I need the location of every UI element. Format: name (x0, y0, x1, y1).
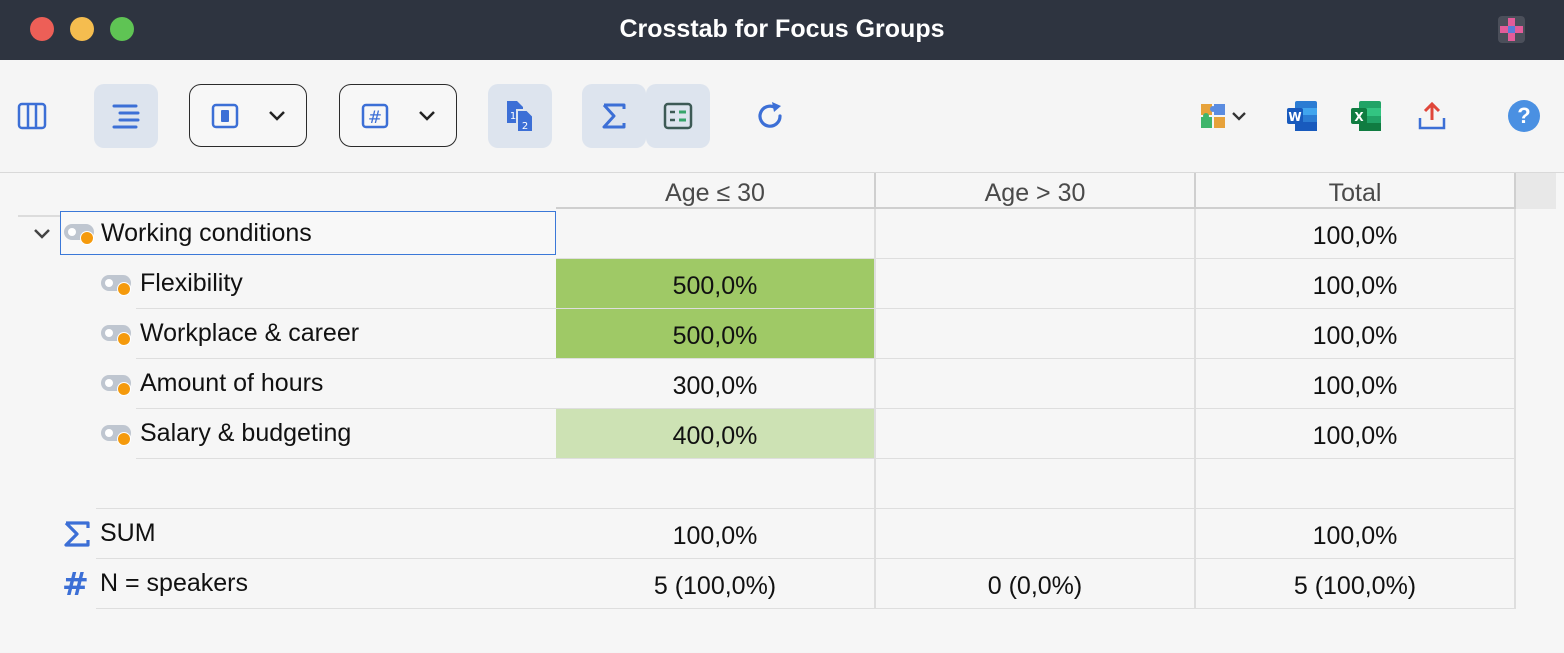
sidebar-icon (17, 102, 47, 130)
app-logo-icon (1498, 16, 1525, 43)
svg-text:2: 2 (522, 121, 528, 132)
minimize-window-button[interactable] (70, 17, 94, 41)
table-cell[interactable]: 0 (0,0%) (876, 559, 1196, 609)
sum-icon (64, 520, 90, 547)
table-cell[interactable] (876, 309, 1196, 359)
compact-view-button[interactable] (646, 84, 710, 148)
help-button[interactable]: ? (1506, 98, 1542, 134)
table-cell[interactable] (876, 509, 1196, 559)
excel-icon: X (1351, 101, 1381, 131)
puzzle-icon (1201, 104, 1225, 128)
row-label-text: Salary & budgeting (140, 419, 352, 447)
row-label-text: Workplace & career (140, 319, 360, 347)
code-icon (101, 424, 131, 446)
values-pane: Age ≤ 30 Age > 30 Total 100,0% 500,0% 100,… (556, 173, 1516, 653)
table-cell[interactable]: 400,0% (556, 409, 876, 459)
help-icon: ? (1508, 100, 1540, 132)
panel-icon (211, 103, 239, 128)
row-label-blank (96, 459, 556, 509)
row-label-text: Amount of hours (140, 369, 324, 397)
table-cell[interactable] (876, 259, 1196, 309)
table-cell[interactable] (876, 459, 1196, 509)
zoom-window-button[interactable] (110, 17, 134, 41)
tree-view-button[interactable] (94, 84, 158, 148)
refresh-button[interactable] (750, 96, 790, 136)
column-header[interactable]: Age ≤ 30 (556, 173, 876, 209)
svg-text:#: # (368, 108, 382, 128)
numbered-docs-icon: 1 2 (507, 101, 534, 133)
row-label-text: Flexibility (140, 269, 243, 297)
sidebar-toggle-button[interactable] (14, 96, 50, 136)
chevron-down-icon (1232, 112, 1246, 121)
row-label-child[interactable]: Salary & budgeting (101, 409, 556, 459)
table-cell[interactable]: 100,0% (1196, 359, 1516, 409)
hash-dropdown[interactable]: # (339, 84, 457, 147)
table-cell[interactable] (556, 209, 876, 259)
table-cell[interactable] (876, 359, 1196, 409)
row-label-text: Working conditions (101, 218, 312, 247)
table-cell[interactable]: 100,0% (1196, 309, 1516, 359)
row-label-child[interactable]: Workplace & career (101, 309, 556, 359)
title-bar: Crosstab for Focus Groups (0, 0, 1564, 60)
toolbar: # 1 2 (0, 60, 1564, 172)
sum-toggle-button[interactable] (582, 84, 646, 148)
code-icon (101, 324, 131, 346)
table-cell[interactable]: 100,0% (556, 509, 876, 559)
code-icon (101, 274, 131, 296)
tree-icon (112, 104, 140, 129)
window-title: Crosstab for Focus Groups (619, 15, 945, 43)
sum-icon (602, 103, 626, 129)
puzzle-dropdown[interactable] (1196, 98, 1250, 134)
hash-box-icon: # (361, 103, 389, 128)
table-cell[interactable]: 500,0% (556, 259, 876, 309)
word-icon: W (1287, 101, 1317, 131)
table-cell[interactable]: 500,0% (556, 309, 876, 359)
row-label-text: SUM (100, 519, 156, 547)
table-cell[interactable] (876, 409, 1196, 459)
chevron-down-icon[interactable] (32, 227, 52, 241)
svg-text:W: W (1288, 110, 1301, 124)
close-window-button[interactable] (30, 17, 54, 41)
row-label-parent[interactable]: Working conditions (60, 211, 556, 255)
row-label-text: N = speakers (100, 569, 248, 597)
row-label-sum[interactable]: SUM (64, 509, 556, 559)
export-icon (1418, 101, 1446, 130)
hash-icon: # (62, 564, 89, 603)
chevron-down-icon (419, 110, 435, 121)
row-label-child[interactable]: Amount of hours (101, 359, 556, 409)
export-excel-button[interactable]: X (1348, 98, 1384, 134)
row-labels-pane: Working conditions Flexibility Workplace &… (0, 173, 556, 653)
crosstab-table: Working conditions Flexibility Workplace &… (0, 172, 1564, 652)
export-word-button[interactable]: W (1284, 98, 1320, 134)
numbered-documents-button[interactable]: 1 2 (488, 84, 552, 148)
svg-text:1: 1 (510, 111, 516, 122)
table-cell[interactable]: 5 (100,0%) (1196, 559, 1516, 609)
row-label-child[interactable]: Flexibility (101, 259, 556, 309)
code-icon (64, 224, 94, 245)
table-cell[interactable]: 100,0% (1196, 509, 1516, 559)
export-button[interactable] (1414, 98, 1450, 134)
table-cell[interactable]: 5 (100,0%) (556, 559, 876, 609)
table-cell[interactable] (876, 209, 1196, 259)
svg-text:X: X (1354, 110, 1364, 124)
table-cell[interactable]: 300,0% (556, 359, 876, 409)
table-cell[interactable] (556, 459, 876, 509)
code-icon (101, 374, 131, 396)
refresh-icon (758, 102, 782, 128)
table-cell[interactable] (1196, 459, 1516, 509)
chevron-down-icon (269, 110, 285, 121)
panel-dropdown[interactable] (189, 84, 307, 147)
column-header[interactable]: Total (1196, 173, 1516, 209)
table-cell[interactable]: 100,0% (1196, 259, 1516, 309)
table-cell[interactable]: 100,0% (1196, 409, 1516, 459)
header-corner (1516, 173, 1556, 209)
column-header[interactable]: Age > 30 (876, 173, 1196, 209)
row-label-n[interactable]: # N = speakers (62, 559, 556, 609)
compact-view-icon (663, 102, 693, 130)
table-cell[interactable]: 100,0% (1196, 209, 1516, 259)
